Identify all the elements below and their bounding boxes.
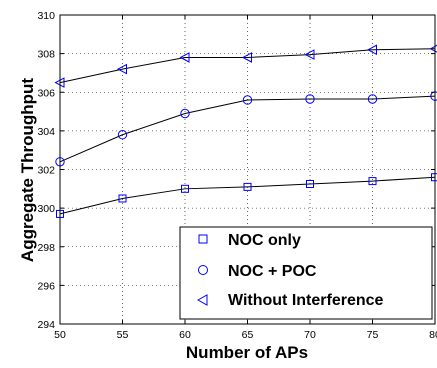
data-point [243, 182, 252, 191]
data-point [117, 130, 128, 140]
y-tick-label: 298 [37, 242, 55, 254]
data-point [116, 63, 127, 75]
x-tick-label: 70 [304, 329, 316, 341]
data-point [242, 95, 253, 105]
y-tick-label: 300 [37, 203, 55, 215]
y-tick-label: 306 [37, 87, 55, 99]
data-point [180, 108, 190, 119]
x-tick-label: 80 [429, 329, 437, 341]
data-point [181, 184, 189, 193]
y-tick-label: 302 [37, 165, 55, 177]
y-axis-title: Aggregate Throughput [18, 78, 37, 262]
legend-marker-noc-poc [198, 265, 208, 275]
data-point [366, 44, 377, 56]
data-point [305, 94, 315, 104]
x-tick-label: 65 [242, 329, 254, 341]
x-tick-label: 60 [179, 329, 191, 341]
series-line [59, 95, 436, 163]
series-line [59, 176, 436, 215]
legend-box [179, 226, 433, 320]
x-tick-label: 50 [54, 329, 66, 341]
data-point [118, 194, 127, 203]
y-tick-label: 308 [37, 49, 55, 61]
data-point [367, 94, 378, 104]
data-point [368, 177, 377, 186]
y-tick-label: 310 [37, 10, 55, 22]
legend-marker-without-interference [196, 294, 208, 306]
series-layer [54, 44, 437, 218]
data-point [179, 52, 190, 63]
x-axis-title: Number of APs [186, 343, 308, 362]
x-tick-label: 55 [117, 329, 129, 341]
legend-label-noc-only: NOC only [228, 232, 301, 249]
y-tick-label: 294 [37, 319, 55, 331]
y-tick-label: 296 [37, 280, 55, 292]
y-tick-label: 304 [37, 126, 55, 138]
x-tick-label: 75 [367, 329, 379, 341]
tick-layer: 50 55 60 65 70 75 80 294 296 298 300 302 304 306 308 31… [37, 10, 437, 341]
data-point [304, 49, 315, 60]
data-point [306, 179, 314, 188]
series-line [59, 48, 436, 84]
legend-marker-noc-only [198, 234, 208, 244]
legend-label-without-interference: Without Interference [228, 292, 384, 309]
legend-label-noc-poc: NOC + POC [228, 263, 317, 280]
series-0 [56, 173, 437, 218]
data-point [241, 52, 252, 63]
legend: NOC only NOC + POC Without Interference [179, 226, 433, 320]
